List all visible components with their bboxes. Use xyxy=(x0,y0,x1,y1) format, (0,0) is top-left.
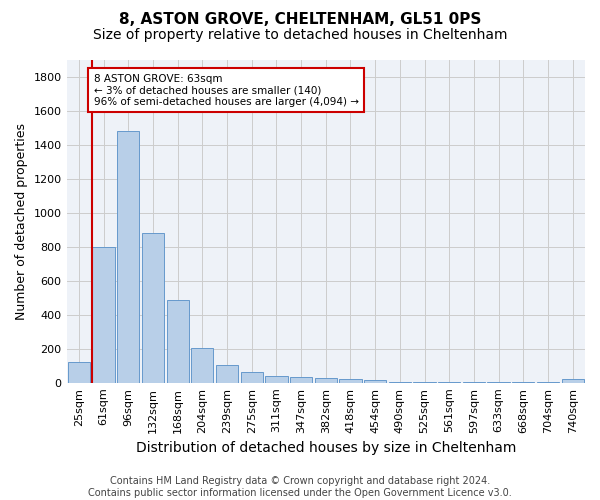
Bar xyxy=(314,378,337,383)
Bar xyxy=(265,376,287,383)
Bar xyxy=(389,382,411,383)
Bar xyxy=(364,380,386,383)
Text: Contains HM Land Registry data © Crown copyright and database right 2024.
Contai: Contains HM Land Registry data © Crown c… xyxy=(88,476,512,498)
Bar xyxy=(463,382,485,383)
Text: Size of property relative to detached houses in Cheltenham: Size of property relative to detached ho… xyxy=(93,28,507,42)
Bar xyxy=(142,234,164,383)
Bar xyxy=(537,382,559,383)
Bar xyxy=(438,382,460,383)
Text: 8, ASTON GROVE, CHELTENHAM, GL51 0PS: 8, ASTON GROVE, CHELTENHAM, GL51 0PS xyxy=(119,12,481,28)
Bar xyxy=(68,362,90,383)
Bar xyxy=(92,247,115,383)
Bar xyxy=(216,365,238,383)
Bar xyxy=(340,380,362,383)
X-axis label: Distribution of detached houses by size in Cheltenham: Distribution of detached houses by size … xyxy=(136,441,516,455)
Bar xyxy=(167,300,189,383)
Text: 8 ASTON GROVE: 63sqm
← 3% of detached houses are smaller (140)
96% of semi-detac: 8 ASTON GROVE: 63sqm ← 3% of detached ho… xyxy=(94,74,359,107)
Bar xyxy=(512,382,535,383)
Bar xyxy=(117,132,139,383)
Bar xyxy=(191,348,214,383)
Bar xyxy=(241,372,263,383)
Bar xyxy=(413,382,436,383)
Bar xyxy=(290,377,312,383)
Y-axis label: Number of detached properties: Number of detached properties xyxy=(15,123,28,320)
Bar xyxy=(487,382,510,383)
Bar xyxy=(562,380,584,383)
